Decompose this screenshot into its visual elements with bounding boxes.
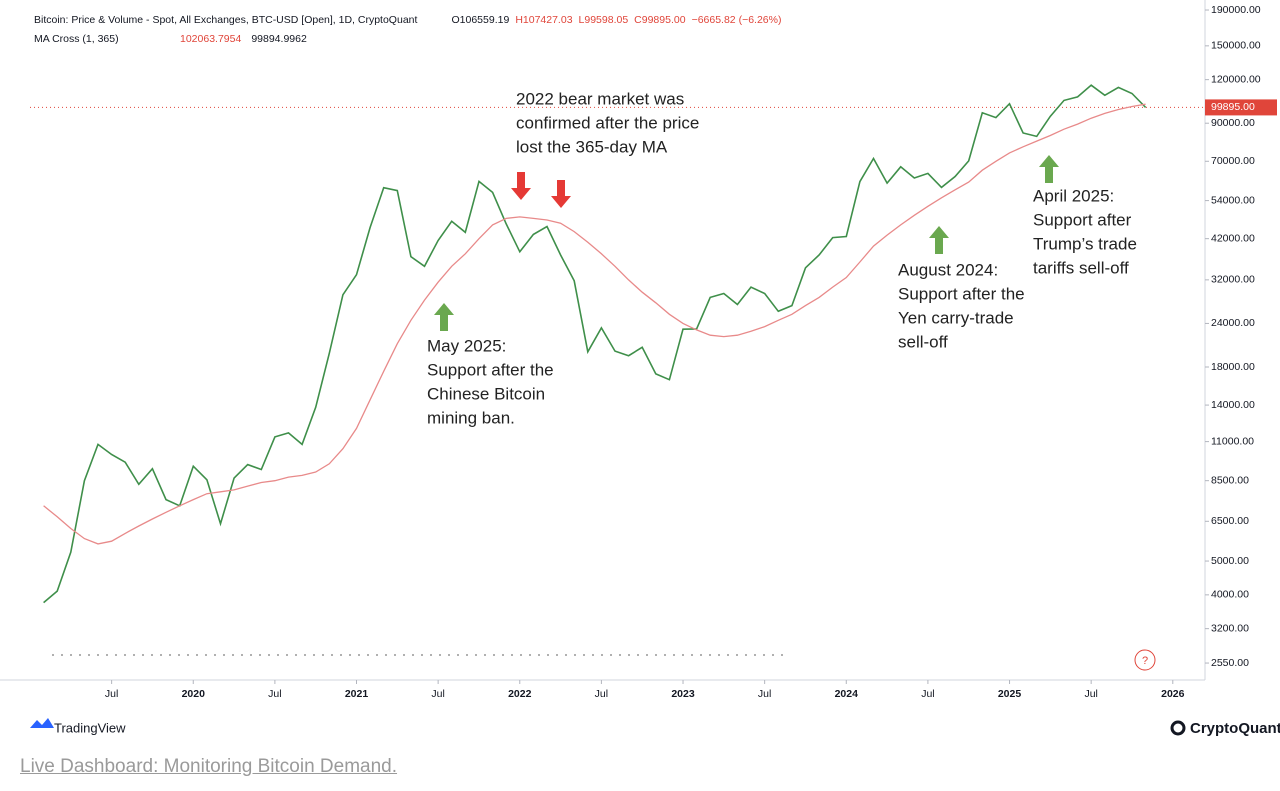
annotation-text: May 2025: — [427, 336, 506, 355]
chart: ? Bitcoin: Price & Volume - Spot, All Ex… — [0, 0, 1280, 737]
red-arrow — [511, 172, 531, 200]
y-tick-label: 8500.00 — [1211, 474, 1249, 486]
y-tick-label: 6500.00 — [1211, 515, 1249, 527]
x-tick-label: Jul — [758, 688, 771, 700]
annotation-text: Trump’s trade — [1033, 234, 1137, 253]
annotation-text: August 2024: — [898, 260, 998, 279]
help-icon-mark: ? — [1142, 655, 1148, 667]
annotation-text: Yen carry-trade — [898, 308, 1014, 327]
y-tick-label: 5000.00 — [1211, 555, 1249, 567]
y-tick-label: 42000.00 — [1211, 232, 1255, 244]
y-tick-label: 2550.00 — [1211, 657, 1249, 669]
annotation-text: tariffs sell-off — [1033, 258, 1129, 277]
y-tick-label: 54000.00 — [1211, 194, 1255, 206]
y-tick-label: 14000.00 — [1211, 399, 1255, 411]
tradingview-logo — [30, 718, 54, 728]
ohlc-value: −6665.82 (−6.26%) — [692, 14, 782, 26]
y-tick-label: 3200.00 — [1211, 622, 1249, 634]
annotation-text: lost the 365-day MA — [516, 137, 668, 156]
cryptoquant-logo — [1170, 720, 1186, 736]
y-tick-label: 90000.00 — [1211, 117, 1255, 129]
ma-label: MA Cross (1, 365) — [34, 33, 119, 45]
cryptoquant-brand: CryptoQuant — [1190, 720, 1280, 737]
annotation-text: 2022 bear market was — [516, 89, 684, 108]
y-tick-label: 32000.00 — [1211, 274, 1255, 286]
y-tick-label: 24000.00 — [1211, 317, 1255, 329]
green-arrow — [434, 303, 454, 331]
y-tick-label: 120000.00 — [1211, 73, 1261, 85]
ma-line — [43, 103, 1146, 545]
ma-value: 99894.9962 — [251, 33, 307, 45]
annotation-text: Chinese Bitcoin — [427, 384, 545, 403]
y-tick-label: 70000.00 — [1211, 155, 1255, 167]
help-icon — [1134, 649, 1156, 671]
green-arrow — [929, 226, 949, 254]
x-tick-label: Jul — [921, 688, 934, 700]
annotation-text: sell-off — [898, 332, 948, 351]
price-line-series — [43, 84, 1147, 604]
x-tick-label: Jul — [1084, 688, 1097, 700]
green-arrow — [1039, 155, 1059, 183]
y-tick-label: 11000.00 — [1211, 435, 1254, 447]
annotation-text: Support after the — [898, 284, 1025, 303]
x-tick-label: 2020 — [182, 688, 206, 700]
x-tick-label: Jul — [268, 688, 281, 700]
x-tick-label: Jul — [105, 688, 118, 700]
y-tick-label: 4000.00 — [1211, 589, 1249, 601]
price-tag-box — [1205, 99, 1277, 116]
y-tick-label: 150000.00 — [1211, 40, 1261, 52]
annotation-text: Support after the — [427, 360, 554, 379]
dashboard-link[interactable]: Live Dashboard: Monitoring Bitcoin Deman… — [20, 756, 398, 777]
tradingview-brand: TradingView — [54, 720, 126, 735]
ohlc-value: L99598.05 — [579, 14, 629, 26]
ohlc-value: O106559.19 — [452, 14, 510, 26]
x-tick-label: Jul — [431, 688, 444, 700]
annotation-text: confirmed after the price — [516, 113, 699, 132]
annotation-text: mining ban. — [427, 408, 515, 427]
y-tick-label: 190000.00 — [1211, 4, 1261, 16]
x-tick-label: 2021 — [345, 688, 369, 700]
legend-title: Bitcoin: Price & Volume - Spot, All Exch… — [34, 14, 417, 26]
annotation-text: Support after — [1033, 210, 1132, 229]
price-tag-label: 99895.00 — [1211, 101, 1255, 113]
x-tick-label: 2024 — [835, 688, 859, 700]
y-tick-label: 18000.00 — [1211, 361, 1255, 373]
ohlc-value: H107427.03 — [515, 14, 572, 26]
annotation-text: April 2025: — [1033, 186, 1114, 205]
ohlc-value: C99895.00 — [634, 14, 686, 26]
x-tick-label: 2025 — [998, 688, 1022, 700]
x-tick-label: Jul — [595, 688, 608, 700]
x-tick-label: 2023 — [671, 688, 695, 700]
x-tick-label: 2026 — [1161, 688, 1185, 700]
ma-value: 102063.7954 — [180, 33, 241, 45]
x-tick-label: 2022 — [508, 688, 532, 700]
red-arrow — [551, 180, 571, 208]
